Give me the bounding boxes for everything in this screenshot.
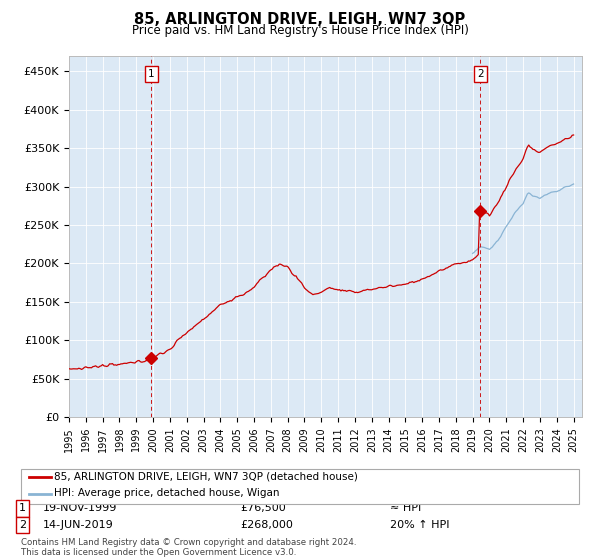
Text: Price paid vs. HM Land Registry's House Price Index (HPI): Price paid vs. HM Land Registry's House …: [131, 24, 469, 36]
Text: £76,500: £76,500: [240, 503, 286, 514]
Text: 85, ARLINGTON DRIVE, LEIGH, WN7 3QP (detached house): 85, ARLINGTON DRIVE, LEIGH, WN7 3QP (det…: [54, 472, 358, 482]
Text: 2: 2: [477, 69, 484, 78]
Text: 19-NOV-1999: 19-NOV-1999: [43, 503, 118, 514]
Text: 1: 1: [148, 69, 154, 78]
Text: 14-JUN-2019: 14-JUN-2019: [43, 520, 114, 530]
Text: 1: 1: [19, 503, 26, 514]
Text: ≈ HPI: ≈ HPI: [390, 503, 421, 514]
Text: 2: 2: [19, 520, 26, 530]
Text: 20% ↑ HPI: 20% ↑ HPI: [390, 520, 449, 530]
Text: 85, ARLINGTON DRIVE, LEIGH, WN7 3QP: 85, ARLINGTON DRIVE, LEIGH, WN7 3QP: [134, 12, 466, 27]
Text: £268,000: £268,000: [240, 520, 293, 530]
Text: Contains HM Land Registry data © Crown copyright and database right 2024.
This d: Contains HM Land Registry data © Crown c…: [21, 538, 356, 557]
Text: HPI: Average price, detached house, Wigan: HPI: Average price, detached house, Wiga…: [54, 488, 280, 498]
